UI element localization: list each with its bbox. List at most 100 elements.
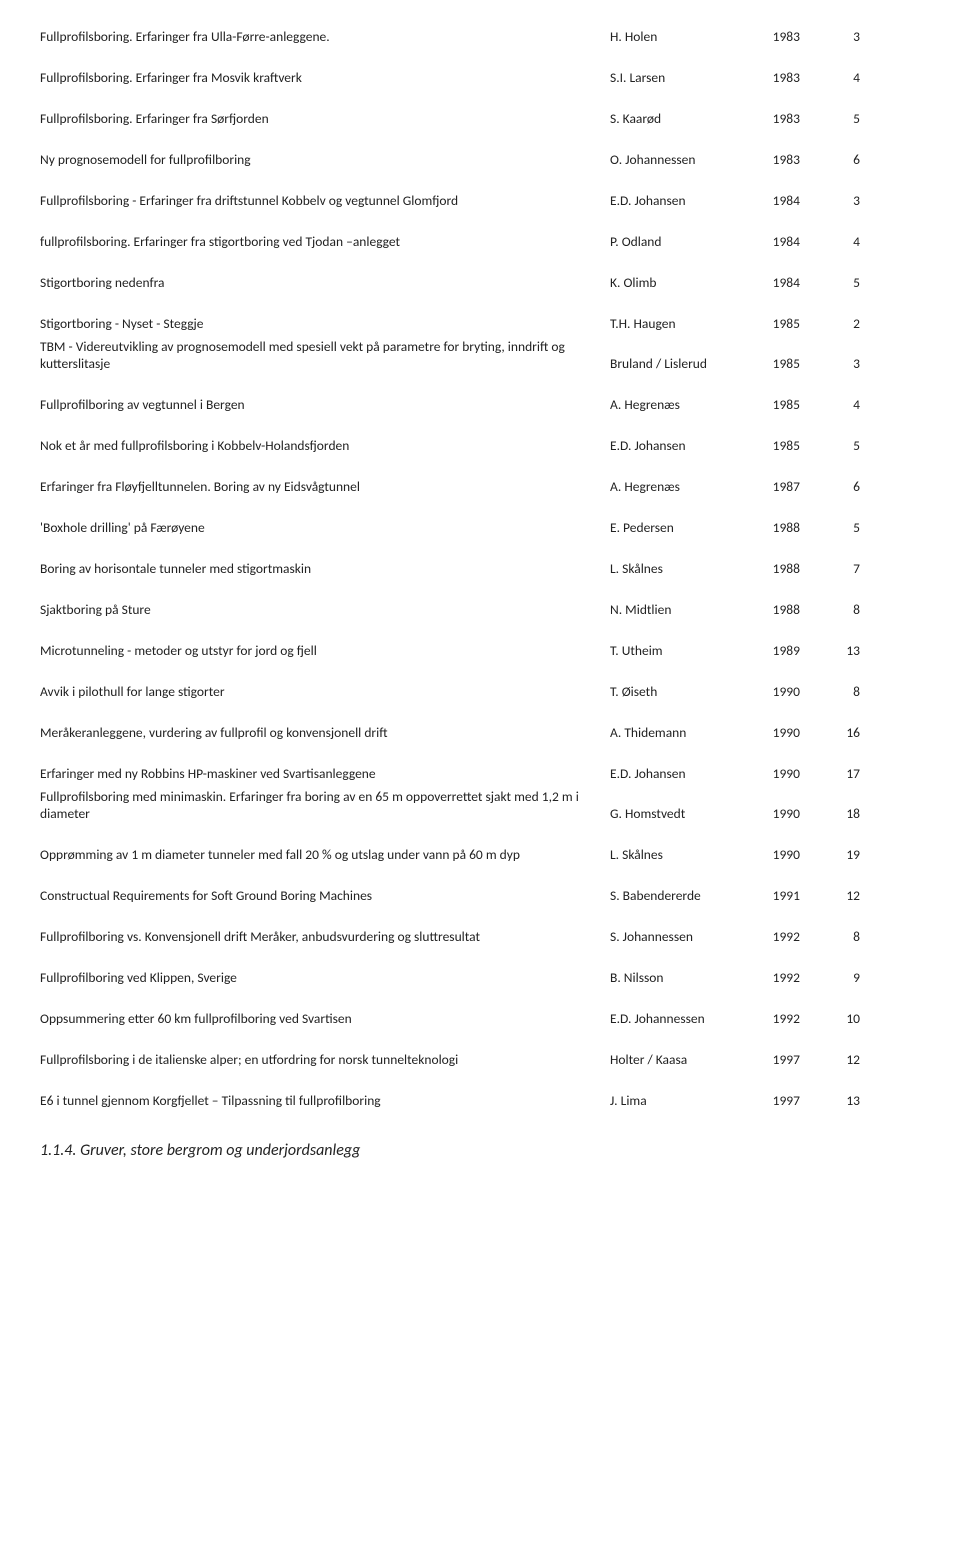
entry-title: Fullprofilboring ved Klippen, Sverige	[40, 969, 610, 986]
entry-number: 10	[820, 1010, 860, 1027]
table-row: Fullprofilboring vs. Konvensjonell drift…	[40, 928, 920, 945]
entry-title: Fullprofilboring av vegtunnel i Bergen	[40, 396, 610, 413]
entry-title: Fullprofilsboring med minimaskin. Erfari…	[40, 788, 610, 822]
entry-title: Fullprofilsboring - Erfaringer fra drift…	[40, 192, 610, 209]
table-row: Fullprofilboring av vegtunnel i BergenA.…	[40, 396, 920, 413]
entry-author: G. Homstvedt	[610, 805, 760, 822]
entry-title: Fullprofilboring vs. Konvensjonell drift…	[40, 928, 610, 945]
entry-year: 1985	[760, 355, 820, 372]
entry-title: Stigortboring nedenfra	[40, 274, 610, 291]
entry-author: S. Johannessen	[610, 928, 760, 945]
entry-author: B. Nilsson	[610, 969, 760, 986]
entry-year: 1985	[760, 437, 820, 454]
entry-author: E.D. Johannessen	[610, 1010, 760, 1027]
table-row: Fullprofilsboring. Erfaringer fra Sørfjo…	[40, 110, 920, 127]
entry-title: Avvik i pilothull for lange stigorter	[40, 683, 610, 700]
entry-year: 1984	[760, 233, 820, 250]
entry-year: 1992	[760, 969, 820, 986]
entry-year: 1984	[760, 192, 820, 209]
entry-number: 18	[820, 805, 860, 822]
entry-title: Opprømming av 1 m diameter tunneler med …	[40, 846, 610, 863]
entry-number: 5	[820, 437, 860, 454]
entry-title: Fullprofilsboring. Erfaringer fra Mosvik…	[40, 69, 610, 86]
entry-title: Sjaktboring på Sture	[40, 601, 610, 618]
entry-title: 'Boxhole drilling' på Færøyene	[40, 519, 610, 536]
entry-title: fullprofilsboring. Erfaringer fra stigor…	[40, 233, 610, 250]
entries-list: Fullprofilsboring. Erfaringer fra Ulla-F…	[40, 28, 920, 1109]
entry-author: Bruland / Lislerud	[610, 355, 760, 372]
entry-number: 12	[820, 887, 860, 904]
table-row: Erfaringer fra Fløyfjelltunnelen. Boring…	[40, 478, 920, 495]
entry-year: 1997	[760, 1051, 820, 1068]
section-heading: 1.1.4. Gruver, store bergrom og underjor…	[40, 1141, 920, 1160]
entry-author: T. Utheim	[610, 642, 760, 659]
entry-year: 1992	[760, 1010, 820, 1027]
entry-number: 19	[820, 846, 860, 863]
table-row: Erfaringer med ny Robbins HP-maskiner ve…	[40, 765, 920, 782]
entry-author: L. Skålnes	[610, 846, 760, 863]
entry-author: A. Hegrenæs	[610, 478, 760, 495]
entry-year: 1989	[760, 642, 820, 659]
table-row: TBM - Videreutvikling av prognosemodell …	[40, 338, 920, 372]
entry-author: N. Midtlien	[610, 601, 760, 618]
entry-number: 5	[820, 110, 860, 127]
entry-author: L. Skålnes	[610, 560, 760, 577]
entry-author: O. Johannessen	[610, 151, 760, 168]
entry-year: 1983	[760, 69, 820, 86]
entry-author: E.D. Johansen	[610, 765, 760, 782]
entry-year: 1990	[760, 805, 820, 822]
entry-number: 6	[820, 478, 860, 495]
entry-title: E6 i tunnel gjennom Korgfjellet – Tilpas…	[40, 1092, 610, 1109]
entry-number: 4	[820, 69, 860, 86]
table-row: Stigortboring - Nyset - SteggjeT.H. Haug…	[40, 315, 920, 332]
entry-title: TBM - Videreutvikling av prognosemodell …	[40, 338, 610, 372]
entry-author: H. Holen	[610, 28, 760, 45]
table-row: Nok et år med fullprofilsboring i Kobbel…	[40, 437, 920, 454]
entry-author: P. Odland	[610, 233, 760, 250]
entry-number: 4	[820, 396, 860, 413]
entry-year: 1997	[760, 1092, 820, 1109]
table-row: Opprømming av 1 m diameter tunneler med …	[40, 846, 920, 863]
entry-author: T.H. Haugen	[610, 315, 760, 332]
entry-author: E.D. Johansen	[610, 192, 760, 209]
entry-year: 1990	[760, 724, 820, 741]
table-row: Fullprofilsboring i de italienske alper;…	[40, 1051, 920, 1068]
entry-number: 8	[820, 683, 860, 700]
entry-author: T. Øiseth	[610, 683, 760, 700]
entry-year: 1987	[760, 478, 820, 495]
entry-number: 17	[820, 765, 860, 782]
table-row: Fullprofilsboring med minimaskin. Erfari…	[40, 788, 920, 822]
entry-year: 1992	[760, 928, 820, 945]
entry-year: 1983	[760, 151, 820, 168]
entry-author: J. Lima	[610, 1092, 760, 1109]
entry-number: 4	[820, 233, 860, 250]
entry-number: 13	[820, 642, 860, 659]
entry-title: Erfaringer fra Fløyfjelltunnelen. Boring…	[40, 478, 610, 495]
entry-year: 1991	[760, 887, 820, 904]
entry-author: E. Pedersen	[610, 519, 760, 536]
entry-title: Fullprofilsboring. Erfaringer fra Sørfjo…	[40, 110, 610, 127]
entry-title: Fullprofilsboring. Erfaringer fra Ulla-F…	[40, 28, 610, 45]
entry-number: 5	[820, 274, 860, 291]
entry-number: 8	[820, 601, 860, 618]
entry-year: 1983	[760, 110, 820, 127]
entry-number: 3	[820, 355, 860, 372]
entry-year: 1984	[760, 274, 820, 291]
table-row: 'Boxhole drilling' på FærøyeneE. Pederse…	[40, 519, 920, 536]
entry-year: 1990	[760, 846, 820, 863]
entry-author: A. Thidemann	[610, 724, 760, 741]
table-row: Constructual Requirements for Soft Groun…	[40, 887, 920, 904]
table-row: Microtunneling - metoder og utstyr for j…	[40, 642, 920, 659]
entry-year: 1985	[760, 315, 820, 332]
table-row: E6 i tunnel gjennom Korgfjellet – Tilpas…	[40, 1092, 920, 1109]
entry-year: 1985	[760, 396, 820, 413]
entry-number: 7	[820, 560, 860, 577]
entry-year: 1988	[760, 601, 820, 618]
entry-number: 3	[820, 28, 860, 45]
entry-number: 8	[820, 928, 860, 945]
table-row: Fullprofilsboring. Erfaringer fra Mosvik…	[40, 69, 920, 86]
entry-title: Constructual Requirements for Soft Groun…	[40, 887, 610, 904]
entry-author: S. Babendererde	[610, 887, 760, 904]
entry-year: 1988	[760, 560, 820, 577]
table-row: Ny prognosemodell for fullprofilboringO.…	[40, 151, 920, 168]
